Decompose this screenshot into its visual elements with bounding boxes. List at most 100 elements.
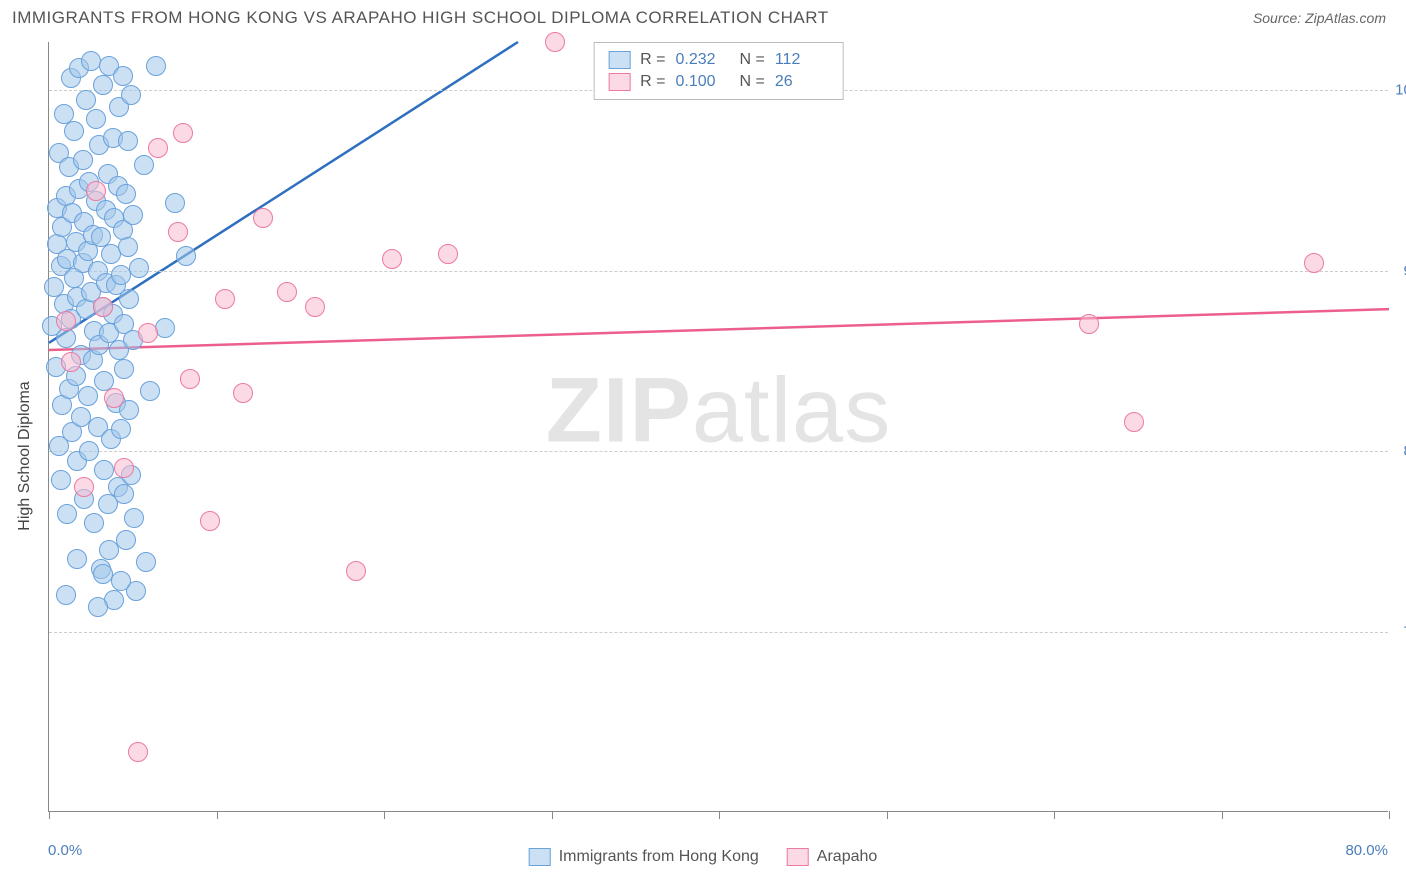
x-tick (719, 811, 720, 819)
data-point (180, 369, 200, 389)
data-point (57, 504, 77, 524)
data-point (124, 508, 144, 528)
x-tick (49, 811, 50, 819)
data-point (73, 150, 93, 170)
x-tick (217, 811, 218, 819)
data-point (382, 249, 402, 269)
data-point (253, 208, 273, 228)
data-point (118, 237, 138, 257)
x-tick (1389, 811, 1390, 819)
data-point (176, 246, 196, 266)
data-point (173, 123, 193, 143)
data-point (86, 109, 106, 129)
y-tick-label: 100.0% (1395, 82, 1406, 99)
data-point (78, 386, 98, 406)
data-point (93, 297, 113, 317)
plot-area: ZIPatlas R =0.232N =112R =0.100N =26 77.… (48, 42, 1388, 812)
gridline-h (49, 632, 1388, 633)
data-point (61, 352, 81, 372)
legend-swatch (529, 848, 551, 866)
data-point (99, 540, 119, 560)
legend-series: Immigrants from Hong Kong (529, 848, 759, 866)
watermark: ZIPatlas (546, 359, 891, 464)
data-point (56, 311, 76, 331)
legend-series-name: Immigrants from Hong Kong (559, 848, 759, 865)
data-point (346, 561, 366, 581)
data-point (233, 383, 253, 403)
source-label: Source: ZipAtlas.com (1253, 10, 1386, 26)
data-point (138, 323, 158, 343)
x-tick (1054, 811, 1055, 819)
legend-row: R =0.100N =26 (608, 71, 829, 93)
data-point (277, 282, 297, 302)
data-point (545, 32, 565, 52)
legend-series-name: Arapaho (817, 848, 878, 865)
legend-n-value: 26 (775, 73, 829, 91)
data-point (76, 90, 96, 110)
data-point (1079, 314, 1099, 334)
data-point (104, 388, 124, 408)
x-axis-min: 0.0% (48, 842, 82, 859)
data-point (74, 477, 94, 497)
data-point (128, 742, 148, 762)
data-point (113, 66, 133, 86)
data-point (200, 511, 220, 531)
data-point (134, 155, 154, 175)
correlation-legend: R =0.232N =112R =0.100N =26 (593, 42, 844, 100)
data-point (111, 419, 131, 439)
legend-swatch (787, 848, 809, 866)
trend-line (49, 309, 1389, 350)
legend-n-value: 112 (775, 51, 829, 69)
data-point (114, 359, 134, 379)
data-point (1124, 412, 1144, 432)
legend-r-value: 0.232 (676, 51, 730, 69)
data-point (88, 597, 108, 617)
data-point (114, 484, 134, 504)
data-point (84, 513, 104, 533)
legend-key: N = (740, 51, 765, 69)
gridline-h (49, 451, 1388, 452)
data-point (146, 56, 166, 76)
data-point (86, 181, 106, 201)
data-point (93, 564, 113, 584)
data-point (118, 131, 138, 151)
data-point (56, 585, 76, 605)
data-point (64, 121, 84, 141)
y-axis-label: High School Diploma (16, 381, 34, 530)
data-point (305, 297, 325, 317)
data-point (111, 571, 131, 591)
data-point (94, 460, 114, 480)
x-tick (887, 811, 888, 819)
series-legend: Immigrants from Hong Kong Arapaho (529, 848, 878, 866)
data-point (136, 552, 156, 572)
chart-title: IMMIGRANTS FROM HONG KONG VS ARAPAHO HIG… (12, 8, 829, 28)
data-point (121, 85, 141, 105)
x-axis-max: 80.0% (1345, 842, 1388, 859)
data-point (123, 205, 143, 225)
data-point (119, 289, 139, 309)
x-tick (552, 811, 553, 819)
legend-key: R = (640, 73, 665, 91)
data-point (114, 458, 134, 478)
data-point (111, 265, 131, 285)
data-point (129, 258, 149, 278)
data-point (168, 222, 188, 242)
x-tick (1222, 811, 1223, 819)
legend-r-value: 0.100 (676, 73, 730, 91)
data-point (148, 138, 168, 158)
legend-swatch (608, 73, 630, 91)
data-point (93, 75, 113, 95)
gridline-h (49, 271, 1388, 272)
data-point (79, 441, 99, 461)
x-tick (384, 811, 385, 819)
data-point (1304, 253, 1324, 273)
legend-series: Arapaho (787, 848, 878, 866)
data-point (116, 184, 136, 204)
data-point (215, 289, 235, 309)
chart-container: High School Diploma ZIPatlas R = 0.232 N =… (0, 32, 1406, 880)
data-point (438, 244, 458, 264)
data-point (81, 51, 101, 71)
legend-swatch (608, 51, 630, 69)
data-point (67, 549, 87, 569)
legend-row: R =0.232N =112 (608, 49, 829, 71)
